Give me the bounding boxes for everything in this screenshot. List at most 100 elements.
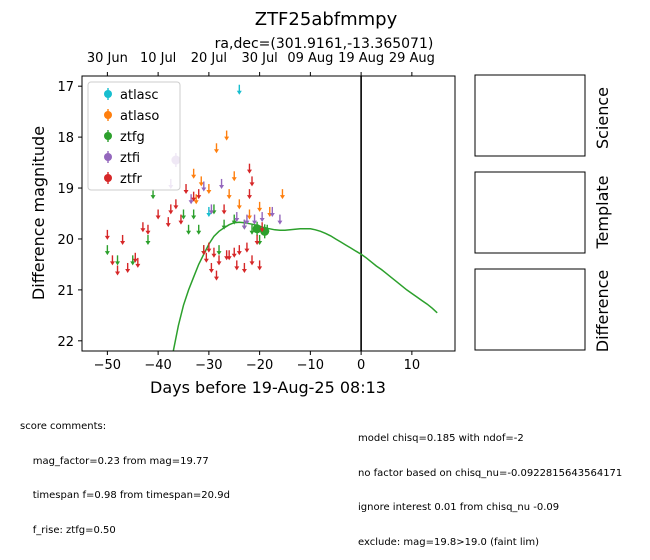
upper-limit-ztfi <box>269 206 275 217</box>
upper-limit-ztfr <box>213 270 219 281</box>
upper-limit-ztfr <box>135 257 141 268</box>
upper-limit-ztfr <box>178 214 184 225</box>
upper-limit-ztfr <box>211 247 217 258</box>
series-atlasc <box>206 84 242 217</box>
upper-limit-head <box>125 268 131 273</box>
upper-limit-head <box>145 240 151 245</box>
science-label: Science <box>593 87 612 149</box>
upper-limit-head <box>213 276 219 281</box>
upper-limit-ztfr <box>234 260 240 271</box>
upper-limit-ztfr <box>191 191 197 202</box>
upper-limit-head <box>269 212 275 217</box>
upper-limit-head <box>216 251 222 256</box>
difference-label: Difference <box>593 270 612 352</box>
upper-limit-head <box>130 261 136 266</box>
upper-limit-ztfi <box>244 214 250 225</box>
upper-limit-ztfr <box>254 234 260 245</box>
upper-limit-ztfr <box>231 247 237 258</box>
upper-limit-head <box>252 220 258 225</box>
y-tick-label: 18 <box>57 131 74 146</box>
upper-limit-atlaso <box>224 130 230 141</box>
top-tick-label: 10 Jul <box>140 51 176 66</box>
x-axis-label: Days before 19-Aug-25 08:13 <box>150 378 386 397</box>
upper-limit-ztfr <box>196 189 202 200</box>
upper-limit-atlaso <box>193 194 199 205</box>
upper-limit-head <box>115 261 121 266</box>
upper-limit-head <box>244 220 250 225</box>
upper-limit-head <box>132 258 138 263</box>
upper-limit-ztfi <box>234 212 240 223</box>
footer-left-line: score comments: <box>20 421 107 432</box>
upper-limit-ztfi <box>188 194 194 205</box>
x-tick-label: −50 <box>94 358 121 373</box>
upper-limit-ztfr <box>221 204 227 215</box>
upper-limit-head <box>168 210 174 215</box>
upper-limit-ztfr <box>206 242 212 253</box>
upper-limit-head <box>104 235 110 240</box>
chart-title: ZTF25abfmmpy <box>255 9 398 30</box>
upper-limit-head <box>178 220 184 225</box>
score-comments: score comments: mag_factor=0.23 from mag… <box>20 398 230 548</box>
upper-limit-head <box>211 253 217 258</box>
footer-right-line: model chisq=0.185 with ndof=-2 <box>358 433 524 444</box>
upper-limit-atlaso <box>246 209 252 220</box>
upper-limit-head <box>140 228 146 233</box>
upper-limit-ztfr <box>155 209 161 220</box>
legend-label: ztfr <box>120 172 142 187</box>
upper-limit-head <box>246 195 252 200</box>
legend-entry-ztfi: ztfi <box>104 151 140 166</box>
upper-limit-head <box>216 261 222 266</box>
upper-limit-head <box>259 218 265 223</box>
science-panel <box>474 74 586 157</box>
upper-limit-ztfg <box>231 214 237 225</box>
legend: atlasc atlaso ztfg ztfi ztfr <box>87 81 181 191</box>
upper-limit-head <box>206 190 212 195</box>
template-label: Template <box>593 175 612 249</box>
upper-limit-head <box>257 207 263 212</box>
legend-label: ztfg <box>120 130 145 145</box>
y-axis: 17 18 19 20 21 22 <box>57 80 82 350</box>
upper-limit-head <box>135 263 141 268</box>
y-tick-label: 21 <box>57 284 74 299</box>
upper-limit-ztfr <box>203 252 209 263</box>
top-tick-label: 30 Jun <box>87 51 128 66</box>
footer-right-line: no factor based on chisq_nu=-0.092281564… <box>358 467 623 479</box>
upper-limit-head <box>196 195 202 200</box>
upper-limit-ztfr <box>246 189 252 200</box>
upper-limit-atlasc <box>236 84 242 95</box>
upper-limit-head <box>246 169 252 174</box>
upper-limit-ztfr <box>132 252 138 263</box>
upper-limit-ztfr <box>249 176 255 187</box>
upper-limit-head <box>236 205 242 210</box>
footer-left-line: timespan f=0.98 from timespan=20.9d <box>20 490 230 501</box>
top-tick-label: 30 Jul <box>241 51 277 66</box>
upper-limit-atlaso <box>226 189 232 200</box>
upper-limit-head <box>173 205 179 210</box>
upper-limit-ztfr <box>125 262 131 273</box>
upper-limit-ztfr <box>236 245 242 256</box>
upper-limit-head <box>145 230 151 235</box>
upper-limit-head <box>208 268 214 273</box>
upper-limit-ztfr <box>246 163 252 174</box>
legend-entry-atlasc: atlasc <box>104 88 159 103</box>
upper-limit-ztfg <box>115 255 121 266</box>
upper-limit-ztfr <box>109 255 115 266</box>
upper-limit-head <box>241 268 247 273</box>
x-tick-label: −10 <box>297 358 324 373</box>
upper-limit-head <box>221 210 227 215</box>
series-atlaso <box>191 130 285 220</box>
plot-frame <box>81 75 456 352</box>
legend-marker <box>104 90 112 98</box>
upper-limit-head <box>236 251 242 256</box>
upper-limit-atlaso <box>236 199 242 210</box>
upper-limit-atlaso <box>231 171 237 182</box>
upper-limit-head <box>183 190 189 195</box>
upper-limit-ztfg <box>216 245 222 256</box>
upper-limit-head <box>249 230 255 235</box>
legend-marker <box>104 153 112 161</box>
upper-limit-ztfr <box>226 250 232 261</box>
upper-limit-head <box>115 271 121 276</box>
upper-limit-ztfi <box>208 204 214 215</box>
upper-limit-atlaso <box>191 168 197 179</box>
upper-limit-head <box>236 90 242 95</box>
